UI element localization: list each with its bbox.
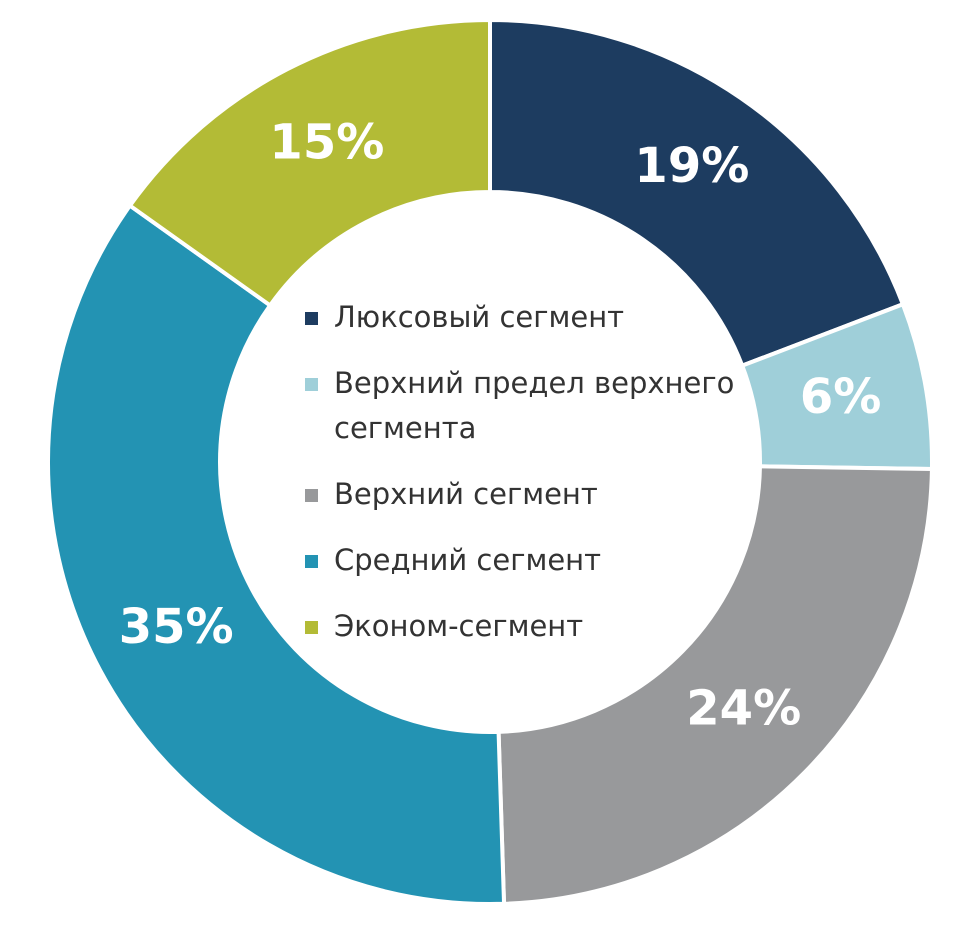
legend-item: Верхний сегмент (305, 472, 745, 517)
legend-label: Верхний предел верхнего сегмента (334, 366, 735, 445)
legend-item: Люксовый сегмент (305, 295, 745, 340)
legend-swatch (305, 489, 318, 502)
legend-label: Средний сегмент (334, 543, 602, 577)
legend-swatch (305, 555, 318, 568)
legend-item: Средний сегмент (305, 538, 745, 583)
data-label: 19% (634, 138, 749, 194)
donut-segment (127, 17, 492, 309)
data-label: 24% (686, 681, 801, 737)
legend-swatch (305, 378, 318, 391)
legend-swatch (305, 312, 318, 325)
legend-swatch (305, 621, 318, 634)
legend-item: Верхний предел верхнего сегмента (305, 361, 745, 451)
data-label: 15% (269, 115, 384, 171)
data-label: 6% (800, 369, 882, 425)
legend-label: Верхний сегмент (334, 477, 598, 511)
legend: Люксовый сегмент Верхний предел верхнего … (305, 295, 745, 670)
legend-label: Люксовый сегмент (334, 300, 625, 334)
legend-item: Эконом-сегмент (305, 604, 745, 649)
legend-label: Эконом-сегмент (334, 609, 584, 643)
donut-segment (496, 464, 934, 906)
donut-segment (46, 202, 507, 906)
donut-segment (488, 17, 906, 369)
data-label: 35% (119, 599, 234, 655)
